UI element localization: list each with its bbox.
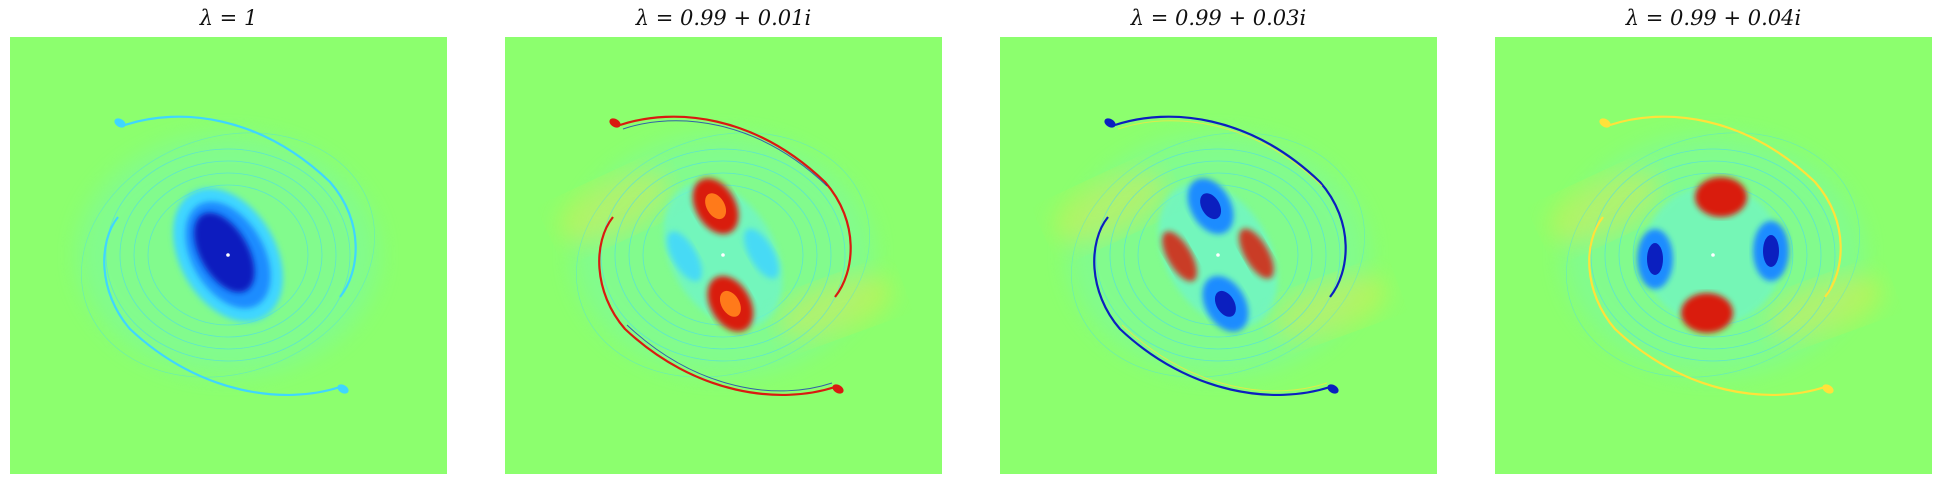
arm-tip — [1104, 118, 1116, 128]
ring — [119, 160, 337, 350]
spiral-arm-edge — [1121, 324, 1328, 392]
arm-tip — [337, 384, 349, 394]
lobe-highlight — [1763, 235, 1779, 267]
panel-lambda-0.99-0.01i: λ = 0.99 + 0.01i — [505, 0, 942, 485]
yellow-wisp — [1549, 171, 1661, 243]
lobe — [1162, 231, 1197, 282]
arm-tip — [1599, 118, 1611, 128]
center-point — [226, 253, 230, 257]
ring — [600, 148, 846, 362]
spiral-arm — [1609, 115, 1842, 298]
panel-title: λ = 0.99 + 0.04i — [1625, 6, 1802, 30]
center-point — [1711, 253, 1715, 257]
yellow-wisp — [777, 275, 893, 339]
spiral-arm-edge — [622, 120, 828, 187]
spiral-arm — [124, 115, 357, 298]
field-image — [1000, 37, 1437, 474]
outer-ring — [1566, 132, 1860, 378]
spiral-arm — [103, 216, 341, 396]
spiral-arm — [598, 216, 836, 396]
center-point — [721, 253, 725, 257]
lobe-highlight — [1647, 243, 1663, 275]
field-image — [505, 37, 942, 474]
yellow-wisp — [1767, 275, 1883, 339]
arm-tip — [1327, 384, 1339, 394]
spiral-arm — [1588, 216, 1826, 396]
ring — [1590, 148, 1836, 362]
lobe-highlight — [719, 290, 741, 317]
ring — [147, 184, 309, 326]
lobe-highlight — [1214, 290, 1236, 317]
ring — [614, 160, 832, 350]
spiral-arm-edge — [1117, 120, 1323, 187]
panel-lambda-1: λ = 1 — [10, 0, 447, 485]
spiral-arm-edge — [626, 324, 833, 392]
spiral-arm — [1093, 216, 1331, 396]
outer-ring — [1071, 132, 1365, 378]
arm-tip — [1822, 384, 1834, 394]
outer-ring — [576, 132, 870, 378]
lobe — [667, 231, 702, 282]
ring — [1618, 172, 1808, 338]
spiral-arm — [619, 115, 852, 298]
arm-tip — [609, 118, 621, 128]
lobe-highlight — [1200, 193, 1222, 220]
ring — [1604, 160, 1822, 350]
ring — [628, 172, 818, 338]
yellow-wisp — [559, 171, 671, 243]
ring — [1109, 160, 1327, 350]
lobe — [1695, 177, 1747, 217]
lobe — [744, 228, 779, 279]
panel-lambda-0.99-0.03i: λ = 0.99 + 0.03i — [1000, 0, 1437, 485]
panel-title: λ = 0.99 + 0.03i — [1130, 6, 1307, 30]
lobe — [1239, 228, 1274, 279]
field-image — [10, 37, 447, 474]
yellow-wisp — [1272, 275, 1388, 339]
lobe — [1681, 293, 1733, 333]
panel-title: λ = 1 — [199, 6, 258, 30]
yellow-wisp — [1054, 171, 1166, 243]
spiral-arm — [1114, 115, 1347, 298]
ring — [133, 172, 323, 338]
outer-ring — [81, 132, 375, 378]
arm-tip — [114, 118, 126, 128]
field-image — [1495, 37, 1932, 474]
lobe-highlight — [705, 193, 727, 220]
arm-tip — [832, 384, 844, 394]
core — [663, 178, 783, 332]
core-inner — [194, 212, 255, 293]
ring — [1095, 148, 1341, 362]
panel-title: λ = 0.99 + 0.01i — [635, 6, 812, 30]
ring — [105, 148, 351, 362]
panel-lambda-0.99-0.04i: λ = 0.99 + 0.04i — [1495, 0, 1932, 485]
ring — [1123, 172, 1313, 338]
center-point — [1216, 253, 1220, 257]
